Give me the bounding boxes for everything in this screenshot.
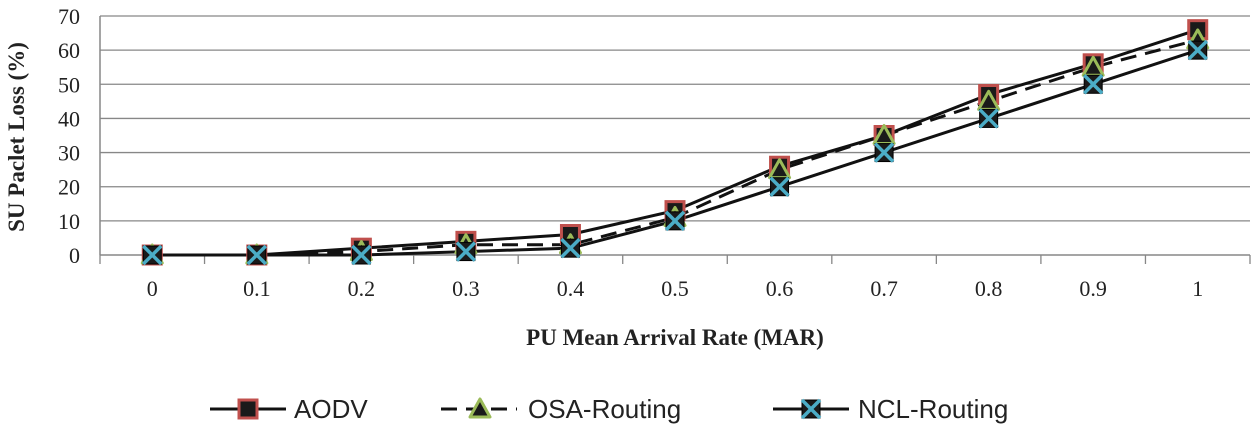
y-tick-label: 50 bbox=[58, 72, 80, 97]
legend-item-aodv: AODV bbox=[210, 394, 368, 424]
x-tick-label: 0.1 bbox=[243, 276, 271, 301]
marker-x-stroke bbox=[664, 210, 686, 232]
data-point-ncl-routing bbox=[560, 237, 581, 259]
marker-x-stroke bbox=[351, 244, 372, 266]
y-tick-label: 10 bbox=[58, 209, 80, 234]
y-tick-label: 30 bbox=[58, 141, 80, 166]
series-markers bbox=[140, 19, 1210, 266]
marker-x-stroke bbox=[800, 398, 822, 420]
marker-x-stroke bbox=[769, 176, 790, 197]
x-axis-title: PU Mean Arrival Rate (MAR) bbox=[526, 325, 824, 350]
x-tick-label: 0.3 bbox=[452, 276, 480, 301]
marker-x-stroke bbox=[978, 108, 999, 129]
data-point-ncl-routing bbox=[664, 210, 686, 232]
legend: AODV OSA-Routing NCL-Routing bbox=[210, 394, 1008, 424]
marker-x-stroke bbox=[873, 142, 895, 163]
marker-triangle bbox=[468, 397, 492, 419]
data-point-ncl-routing bbox=[1082, 74, 1104, 95]
marker-square bbox=[237, 398, 259, 420]
marker-x-stroke bbox=[1082, 74, 1104, 95]
x-tick-label: 0.4 bbox=[557, 276, 585, 301]
legend-item-ncl-routing: NCL-Routing bbox=[773, 394, 1008, 424]
y-tick-label: 60 bbox=[58, 38, 80, 63]
y-tick-label: 70 bbox=[58, 4, 80, 29]
marker-x-stroke bbox=[560, 237, 581, 259]
grid-lines bbox=[100, 15, 1250, 222]
legend-marker bbox=[800, 398, 822, 420]
marker-x-stroke bbox=[455, 241, 477, 262]
y-axis-title: SU Paclet Loss (%) bbox=[4, 42, 29, 232]
legend-label: AODV bbox=[294, 394, 368, 424]
marker-x-stroke bbox=[1187, 39, 1208, 61]
data-point-ncl-routing bbox=[351, 244, 372, 266]
y-tick-label: 40 bbox=[58, 106, 80, 131]
x-tick-label: 0.2 bbox=[348, 276, 376, 301]
x-tick-label: 1 bbox=[1192, 276, 1203, 301]
x-tick-label: 0.6 bbox=[766, 276, 794, 301]
legend-item-osa-routing: OSA-Routing bbox=[441, 394, 681, 424]
x-tick-label: 0 bbox=[147, 276, 158, 301]
data-point-ncl-routing bbox=[1187, 39, 1208, 61]
x-tick-label: 0.7 bbox=[870, 276, 898, 301]
data-point-ncl-routing bbox=[246, 244, 268, 266]
data-point-ncl-routing bbox=[873, 142, 895, 163]
marker-x-stroke bbox=[142, 244, 163, 266]
marker-x-stroke bbox=[246, 244, 268, 266]
x-tick-label: 0.9 bbox=[1079, 276, 1107, 301]
data-point-ncl-routing bbox=[455, 241, 477, 262]
legend-marker bbox=[237, 398, 259, 420]
legend-label: NCL-Routing bbox=[858, 394, 1008, 424]
x-tick-labels: 0 0.1 0.2 0.3 0.4 0.5 0.6 0.7 0.8 0.9 1 bbox=[147, 276, 1203, 301]
y-tick-labels: 0 10 20 30 40 50 60 70 bbox=[58, 4, 80, 268]
data-point-ncl-routing bbox=[769, 176, 790, 197]
x-tick-label: 0.5 bbox=[661, 276, 689, 301]
y-tick-label: 20 bbox=[58, 175, 80, 200]
x-tick-label: 0.8 bbox=[975, 276, 1003, 301]
y-tick-label: 0 bbox=[69, 243, 80, 268]
legend-marker bbox=[468, 397, 492, 419]
data-point-ncl-routing bbox=[978, 108, 999, 129]
data-point-ncl-routing bbox=[142, 244, 163, 266]
legend-label: OSA-Routing bbox=[528, 394, 681, 424]
